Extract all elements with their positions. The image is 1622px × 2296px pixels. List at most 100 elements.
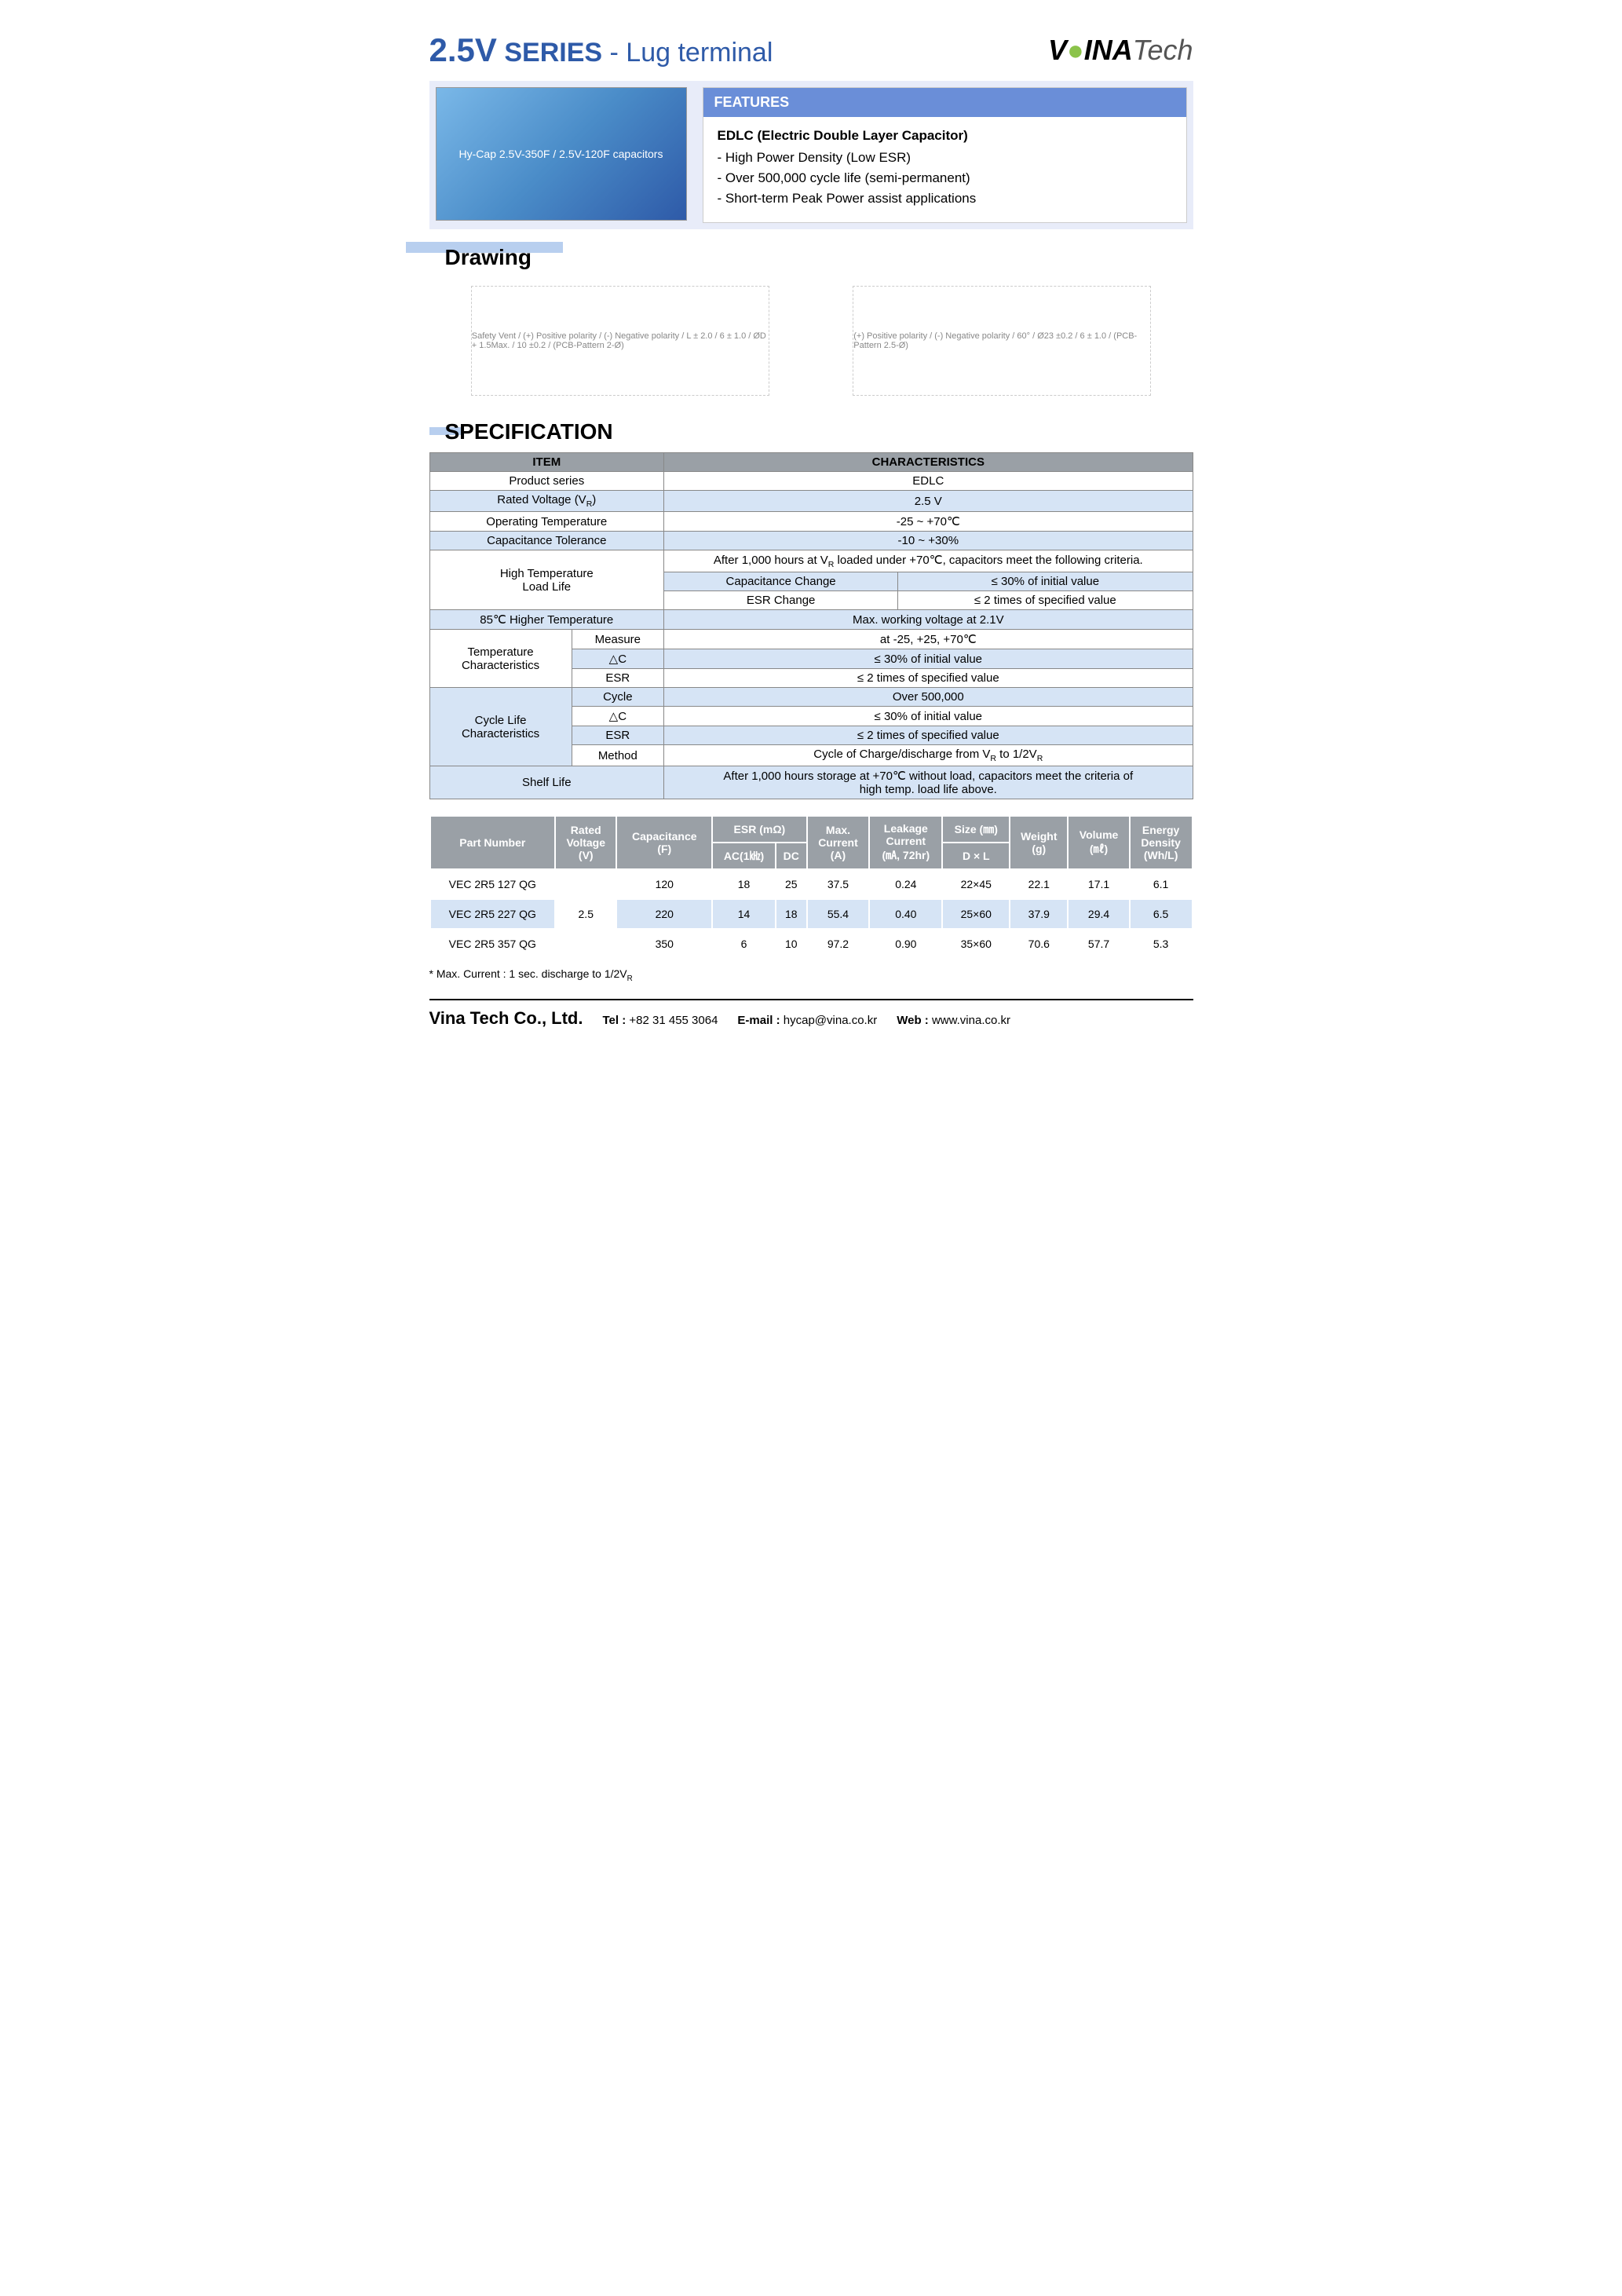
parts-cell: 2.5: [555, 869, 616, 959]
feature-item: - Short-term Peak Power assist applicati…: [718, 191, 1172, 207]
spec-sublabel: △C: [572, 707, 663, 726]
features-subtitle: EDLC (Electric Double Layer Capacitor): [718, 128, 1172, 144]
spec-value: -10 ~ +30%: [664, 532, 1193, 550]
logo-ina: INA: [1084, 34, 1133, 66]
top-panel: Hy-Cap 2.5V-350F / 2.5V-120F capacitors …: [429, 81, 1193, 229]
footer-email-value: hycap@vina.co.kr: [784, 1014, 877, 1027]
footer-web-value: www.vina.co.kr: [932, 1014, 1010, 1027]
parts-cell: 35×60: [942, 929, 1010, 959]
footer-tel: Tel : +82 31 455 3064: [602, 1014, 718, 1027]
spec-item: Capacitance Tolerance: [429, 532, 664, 550]
logo-dot-icon: ●: [1067, 34, 1084, 66]
spec-header-item: ITEM: [429, 453, 664, 472]
spec-item: Operating Temperature: [429, 512, 664, 532]
parts-cell: 22×45: [942, 869, 1010, 899]
parts-cell: 0.24: [869, 869, 942, 899]
features-box: FEATURES EDLC (Electric Double Layer Cap…: [703, 87, 1187, 223]
feature-item: - High Power Density (Low ESR): [718, 150, 1172, 166]
spec-item: Shelf Life: [429, 766, 664, 799]
parts-cell: 25×60: [942, 899, 1010, 929]
spec-item: Temperature Characteristics: [429, 630, 572, 688]
spec-sublabel: Cycle: [572, 688, 663, 707]
product-image-alt: Hy-Cap 2.5V-350F / 2.5V-120F capacitors: [459, 148, 663, 160]
note: * Max. Current : 1 sec. discharge to 1/2…: [429, 967, 1193, 983]
footer-tel-value: +82 31 455 3064: [629, 1014, 718, 1027]
specification-table: ITEM CHARACTERISTICS Product seriesEDLC …: [429, 452, 1193, 799]
title-subtitle: - Lug terminal: [610, 38, 773, 68]
features-body: EDLC (Electric Double Layer Capacitor) -…: [703, 117, 1186, 222]
parts-header-energy: Energy Density (Wh/L): [1130, 816, 1193, 869]
parts-cell: VEC 2R5 227 QG: [430, 899, 556, 929]
parts-header-maxc: Max. Current (A): [807, 816, 870, 869]
footer-company: Vina Tech Co., Ltd.: [429, 1008, 583, 1029]
parts-cell: 55.4: [807, 899, 870, 929]
spec-item: 85℃ Higher Temperature: [429, 610, 664, 630]
parts-header-size: Size (㎜): [942, 816, 1010, 843]
spec-header-char: CHARACTERISTICS: [664, 453, 1193, 472]
spec-sublabel: Method: [572, 745, 663, 766]
parts-cell: 220: [616, 899, 712, 929]
spec-sublabel: △C: [572, 649, 663, 669]
parts-cell: 29.4: [1068, 899, 1129, 929]
parts-cell: 57.7: [1068, 929, 1129, 959]
footer-web: Web : www.vina.co.kr: [897, 1014, 1010, 1027]
parts-cell: 17.1: [1068, 869, 1129, 899]
parts-cell: 0.40: [869, 899, 942, 929]
spec-sublabel: Measure: [572, 630, 663, 649]
specification-title: SPECIFICATION: [429, 419, 1193, 444]
parts-cell: 6.5: [1130, 899, 1193, 929]
drawing-right: (+) Positive polarity / (-) Negative pol…: [853, 286, 1151, 396]
title-voltage: 2.5V: [429, 31, 497, 68]
footer: Vina Tech Co., Ltd. Tel : +82 31 455 306…: [429, 999, 1193, 1029]
parts-header-esr-dc: DC: [776, 843, 807, 869]
spec-value: ≤ 30% of initial value: [664, 649, 1193, 669]
parts-table: Part Number Rated Voltage (V) Capacitanc…: [429, 815, 1193, 960]
drawing-title: Drawing: [429, 245, 1193, 270]
footer-tel-label: Tel :: [602, 1014, 626, 1027]
parts-cell: 10: [776, 929, 807, 959]
spec-item: Product series: [429, 472, 664, 491]
parts-cell: 18: [776, 899, 807, 929]
title-series: SERIES: [504, 38, 602, 68]
parts-cell: 14: [712, 899, 776, 929]
parts-cell: 0.90: [869, 929, 942, 959]
spec-sublabel: Capacitance Change: [664, 572, 898, 591]
spec-value: EDLC: [664, 472, 1193, 491]
parts-header-vol: Volume (㎖): [1068, 816, 1129, 869]
parts-cell: 120: [616, 869, 712, 899]
drawing-area: Safety Vent / (+) Positive polarity / (-…: [429, 278, 1193, 404]
parts-header-leak: Leakage Current (㎃, 72hr): [869, 816, 942, 869]
footer-email: E-mail : hycap@vina.co.kr: [737, 1014, 877, 1027]
parts-cell: 97.2: [807, 929, 870, 959]
spec-value: 2.5 V: [664, 491, 1193, 512]
spec-sublabel: ESR: [572, 669, 663, 688]
parts-cell: 22.1: [1010, 869, 1068, 899]
spec-value: Cycle of Charge/discharge from VR to 1/2…: [664, 745, 1193, 766]
spec-item: Rated Voltage (VR): [429, 491, 664, 512]
parts-cell: 350: [616, 929, 712, 959]
parts-cell: 5.3: [1130, 929, 1193, 959]
parts-header-esr-ac: AC(1㎑): [712, 843, 776, 869]
parts-header-esr: ESR (mΩ): [712, 816, 807, 843]
spec-value: at -25, +25, +70℃: [664, 630, 1193, 649]
parts-header-weight: Weight (g): [1010, 816, 1068, 869]
logo: V●INATech: [1048, 34, 1193, 67]
page-header: 2.5V SERIES - Lug terminal V●INATech: [429, 31, 1193, 69]
parts-header-cap: Capacitance (F): [616, 816, 712, 869]
spec-value: ≤ 30% of initial value: [898, 572, 1193, 591]
spec-value: After 1,000 hours storage at +70℃ withou…: [664, 766, 1193, 799]
features-header: FEATURES: [703, 88, 1186, 117]
spec-value: Max. working voltage at 2.1V: [664, 610, 1193, 630]
spec-value: ≤ 2 times of specified value: [664, 726, 1193, 745]
spec-value: After 1,000 hours at VR loaded under +70…: [664, 550, 1193, 572]
spec-value: Over 500,000: [664, 688, 1193, 707]
parts-cell: 25: [776, 869, 807, 899]
spec-item: High Temperature Load Life: [429, 550, 664, 610]
parts-cell: 6.1: [1130, 869, 1193, 899]
page-title: 2.5V SERIES - Lug terminal: [429, 31, 773, 69]
spec-item: Cycle Life Characteristics: [429, 688, 572, 766]
parts-cell: 6: [712, 929, 776, 959]
spec-value: -25 ~ +70℃: [664, 512, 1193, 532]
logo-v: V: [1048, 34, 1067, 66]
spec-value: ≤ 2 times of specified value: [664, 669, 1193, 688]
